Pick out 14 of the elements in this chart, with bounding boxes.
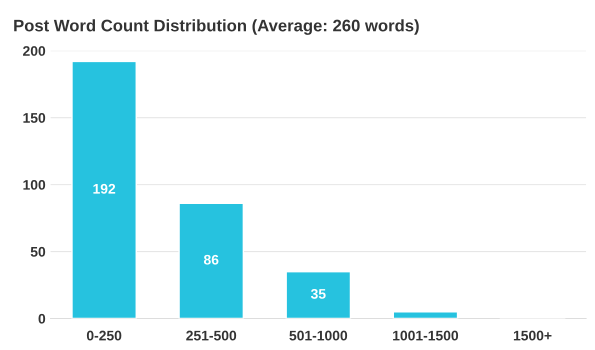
x-tick-label: 1500+ bbox=[514, 330, 552, 341]
data-label: 35 bbox=[310, 288, 326, 299]
x-tick-label: 501-1000 bbox=[289, 330, 348, 341]
data-label: 86 bbox=[204, 254, 218, 265]
x-tick-label: 1001-1500 bbox=[393, 330, 458, 341]
y-tick-label: 150 bbox=[23, 113, 46, 123]
x-tick-label: 251-500 bbox=[186, 330, 236, 341]
chart-title: Post Word Count Distribution (Average: 260 words) bbox=[14, 19, 419, 35]
x-tick-label: 0-250 bbox=[86, 330, 122, 341]
y-tick-label: 200 bbox=[23, 46, 46, 56]
y-tick-label: 0 bbox=[38, 314, 46, 324]
data-label: 192 bbox=[93, 184, 116, 194]
y-tick-label: 50 bbox=[30, 246, 46, 257]
y-tick-label: 100 bbox=[23, 180, 46, 190]
